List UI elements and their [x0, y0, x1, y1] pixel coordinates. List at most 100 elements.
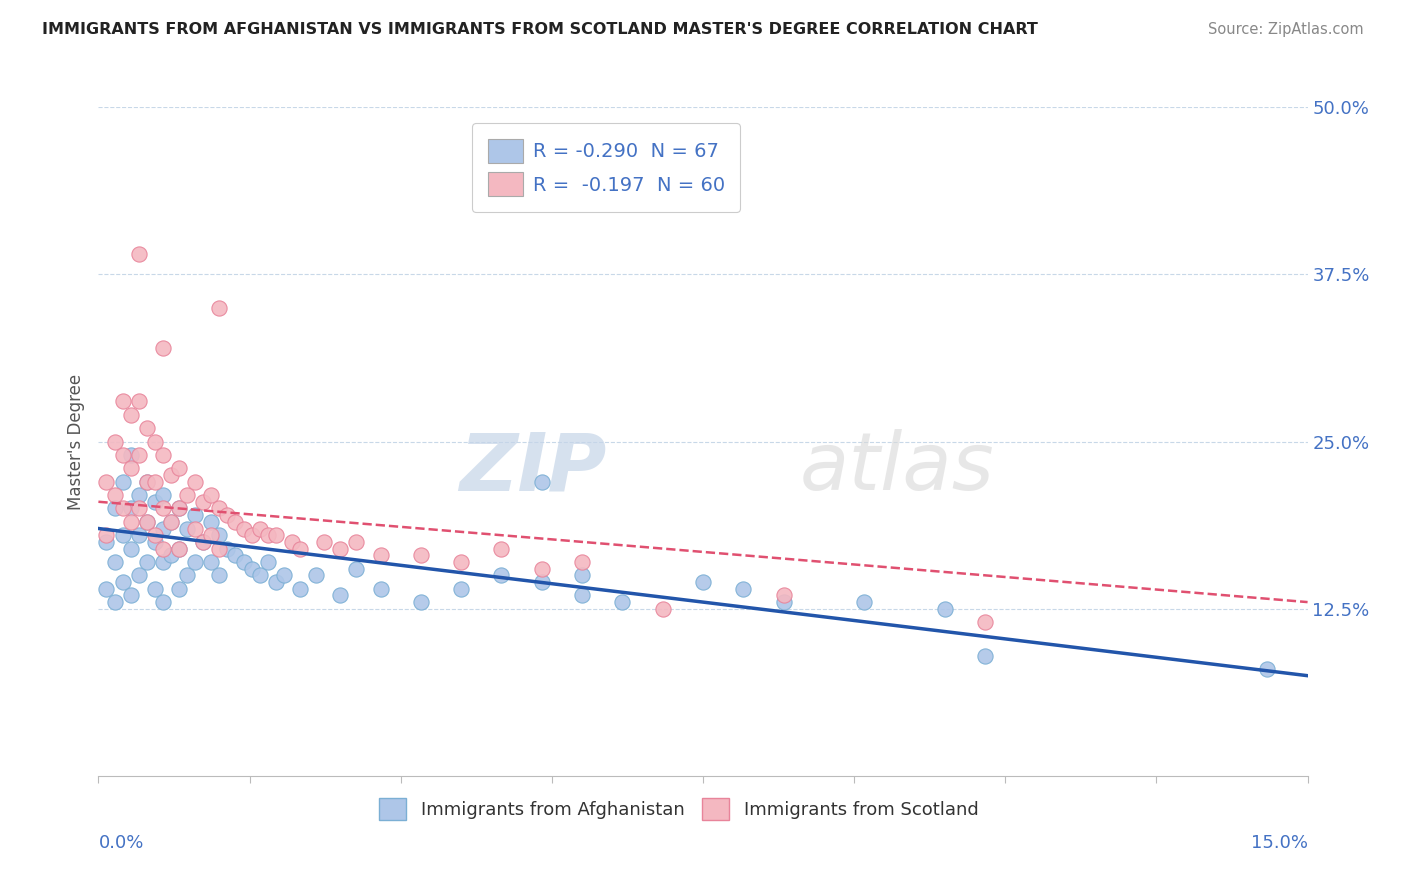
Point [314, 534, 336, 549]
Text: 0.0%: 0.0% [98, 834, 143, 852]
Point [111, 475, 134, 489]
Point [152, 521, 174, 535]
Point [135, 515, 157, 529]
Point [530, 574, 553, 589]
Point [193, 494, 215, 508]
Y-axis label: Master's Degree: Master's Degree [66, 374, 84, 509]
Point [143, 475, 166, 489]
Point [103, 488, 125, 502]
Point [167, 501, 190, 516]
Point [288, 541, 311, 556]
Point [152, 341, 174, 355]
Point [167, 461, 190, 475]
Point [571, 568, 593, 582]
Point [530, 562, 553, 576]
Point [143, 494, 166, 508]
Point [184, 521, 207, 535]
Point [329, 589, 352, 603]
Point [135, 475, 157, 489]
Point [120, 589, 142, 603]
Point [135, 555, 157, 569]
Point [370, 548, 392, 563]
Point [120, 461, 142, 475]
Point [96, 534, 118, 549]
Point [128, 394, 150, 409]
Point [409, 595, 432, 609]
Point [612, 595, 634, 609]
Point [176, 521, 198, 535]
Point [193, 534, 215, 549]
Point [103, 434, 125, 449]
Point [305, 568, 328, 582]
Point [208, 541, 231, 556]
Point [217, 541, 239, 556]
Text: atlas: atlas [800, 429, 994, 508]
Point [974, 648, 997, 663]
Text: 15.0%: 15.0% [1250, 834, 1308, 852]
Point [128, 247, 150, 261]
Point [120, 448, 142, 462]
Point [200, 555, 222, 569]
Point [934, 601, 956, 615]
Point [184, 508, 207, 523]
Point [200, 528, 222, 542]
Point [96, 475, 118, 489]
Point [249, 568, 271, 582]
Point [152, 448, 174, 462]
Point [128, 568, 150, 582]
Point [530, 475, 553, 489]
Point [120, 501, 142, 516]
Point [208, 528, 231, 542]
Point [143, 528, 166, 542]
Point [143, 534, 166, 549]
Point [217, 508, 239, 523]
Point [160, 515, 183, 529]
Point [491, 541, 513, 556]
Point [135, 515, 157, 529]
Point [111, 574, 134, 589]
Point [160, 467, 183, 482]
Point [103, 555, 125, 569]
Point [152, 595, 174, 609]
Point [409, 548, 432, 563]
Text: IMMIGRANTS FROM AFGHANISTAN VS IMMIGRANTS FROM SCOTLAND MASTER'S DEGREE CORRELAT: IMMIGRANTS FROM AFGHANISTAN VS IMMIGRANT… [42, 22, 1038, 37]
Point [184, 475, 207, 489]
Text: Source: ZipAtlas.com: Source: ZipAtlas.com [1208, 22, 1364, 37]
Point [152, 541, 174, 556]
Point [96, 582, 118, 596]
Point [103, 501, 125, 516]
Point [160, 515, 183, 529]
Point [329, 541, 352, 556]
Point [240, 528, 263, 542]
Point [264, 574, 287, 589]
Point [256, 555, 278, 569]
Point [232, 521, 254, 535]
Point [240, 562, 263, 576]
Point [167, 582, 190, 596]
Point [111, 528, 134, 542]
Point [152, 488, 174, 502]
Point [176, 488, 198, 502]
Point [224, 548, 246, 563]
Point [273, 568, 295, 582]
Point [288, 582, 311, 596]
Point [128, 501, 150, 516]
Point [450, 582, 472, 596]
Point [128, 488, 150, 502]
Point [143, 582, 166, 596]
Point [111, 394, 134, 409]
Point [120, 408, 142, 422]
Point [96, 528, 118, 542]
Point [651, 601, 673, 615]
Point [571, 589, 593, 603]
Point [370, 582, 392, 596]
Point [733, 582, 755, 596]
Point [249, 521, 271, 535]
Point [256, 528, 278, 542]
Point [184, 555, 207, 569]
Point [135, 421, 157, 435]
Point [491, 568, 513, 582]
Point [344, 562, 367, 576]
Point [193, 534, 215, 549]
Point [128, 448, 150, 462]
